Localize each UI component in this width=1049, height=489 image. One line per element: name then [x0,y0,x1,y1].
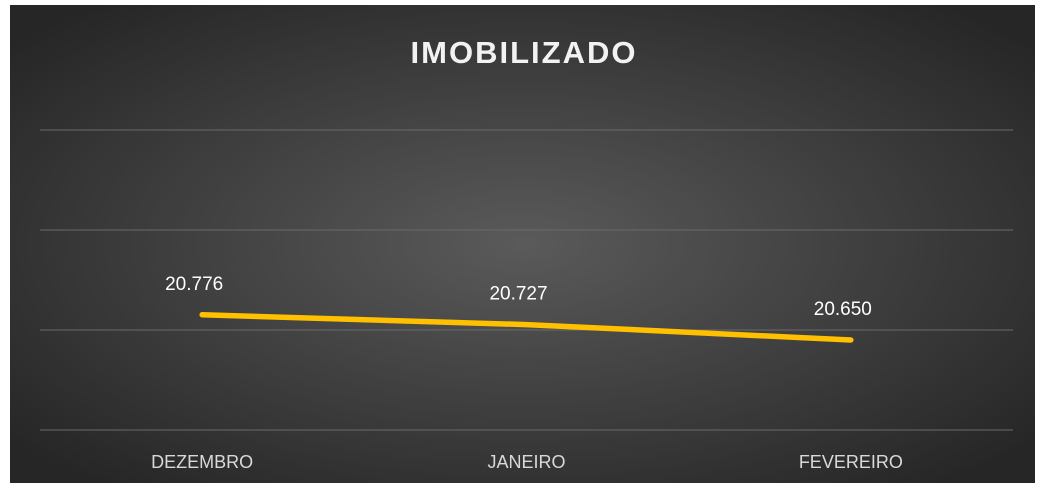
chart-background [10,5,1035,483]
data-label: 20.650 [814,299,872,320]
data-label: 20.727 [489,284,547,305]
data-line [199,312,854,343]
data-label: 20.776 [165,274,223,295]
x-tick-label: FEVEREIRO [799,452,903,472]
x-tick-label: JANEIRO [487,452,565,472]
chart-title: IMOBILIZADO [411,35,638,70]
x-tick-label: DEZEMBRO [151,452,253,472]
